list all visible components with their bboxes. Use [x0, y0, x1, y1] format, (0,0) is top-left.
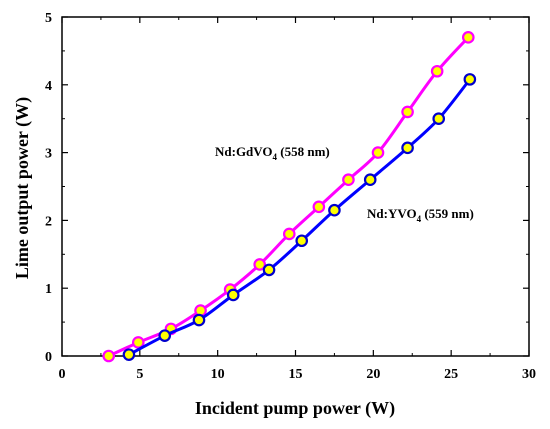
series-line-0: [108, 36, 470, 358]
data-point: [371, 146, 385, 159]
data-point: [122, 348, 136, 361]
y-axis-title: Lime output power (W): [12, 97, 33, 279]
x-tick-label: 0: [59, 367, 66, 382]
data-point: [253, 258, 266, 271]
series-label-gdvo4: Nd:GdVO4 (558 nm): [215, 144, 330, 162]
series-label-yvo4-tail: (559 nm): [421, 206, 474, 221]
y-tick-label: 4: [45, 79, 52, 94]
data-point: [282, 227, 296, 241]
data-point: [461, 31, 475, 44]
y-tick-label: 2: [45, 214, 52, 229]
plot-frame: [61, 16, 530, 357]
data-point: [401, 141, 414, 155]
data-point: [463, 73, 477, 86]
data-point: [430, 64, 444, 78]
x-tick-label: 5: [136, 367, 143, 382]
x-tick-label: 30: [522, 367, 536, 382]
series-label-yvo4-sub: 4: [417, 214, 422, 224]
x-tick-label: 15: [289, 367, 303, 382]
data-point: [131, 336, 145, 349]
y-tick-label: 3: [45, 147, 52, 162]
data-point: [158, 329, 172, 342]
data-point: [295, 234, 309, 248]
x-axis-title: Incident pump power (W): [195, 398, 395, 419]
data-point: [363, 173, 377, 187]
data-point: [192, 313, 206, 327]
x-tick-label: 25: [444, 367, 458, 382]
series-label-gdvo4-tail: (558 nm): [277, 144, 330, 159]
data-point: [342, 173, 355, 187]
x-tick-label: 10: [211, 367, 225, 382]
y-tick-label: 5: [45, 11, 52, 26]
data-point: [102, 349, 115, 363]
data-point: [262, 263, 276, 277]
series-label-yvo4: Nd:YVO4 (559 nm): [367, 206, 474, 224]
series-label-gdvo4-main: Nd:GdVO: [215, 144, 273, 159]
y-axis-ticks: 0 1 2 3 4 5: [45, 11, 529, 365]
x-tick-label: 20: [366, 367, 380, 382]
data-point: [401, 105, 414, 119]
y-tick-label: 0: [45, 350, 52, 365]
data-point: [328, 203, 341, 217]
series-layer: [102, 31, 477, 363]
data-point: [432, 112, 446, 125]
series-label-gdvo4-sub: 4: [273, 152, 278, 162]
data-point: [226, 288, 240, 302]
x-axis-ticks: 0 5 10 15 20 25 30: [59, 17, 536, 382]
y-tick-label: 1: [45, 282, 52, 297]
data-point: [312, 200, 326, 214]
series-label-yvo4-main: Nd:YVO: [367, 206, 417, 221]
